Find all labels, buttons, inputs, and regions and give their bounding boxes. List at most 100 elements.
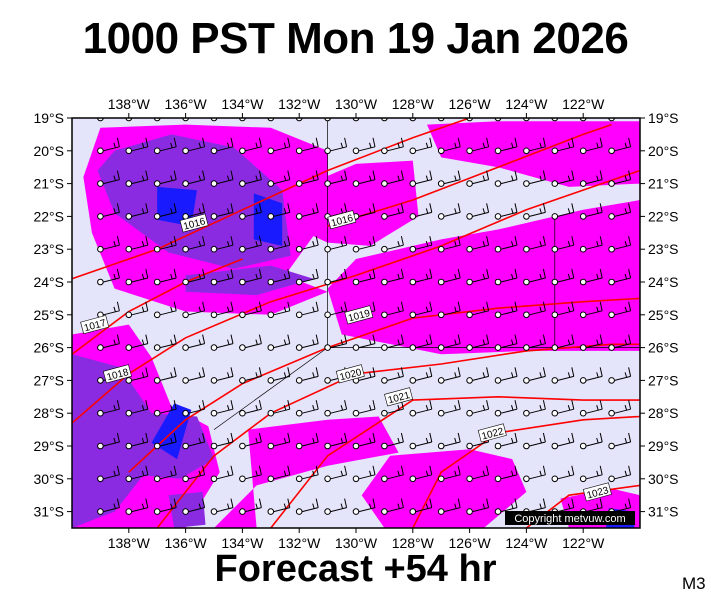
wind-barb-feather [454,273,457,280]
wind-barb-feather [287,400,291,410]
wind-barb-feather [255,372,258,378]
wind-barb-station [523,245,530,253]
wind-barb-feather [230,301,234,311]
wind-barb-station [210,344,218,351]
wind-barb-staff [472,343,489,349]
wind-barb [125,137,149,155]
wind-barb-feather [571,367,575,377]
wind-barb-feather [113,208,116,214]
wind-barb [153,498,177,515]
wind-barb-feather [173,203,177,213]
wind-barb-station [523,311,530,319]
wind-barb [182,334,206,351]
wind-barb [267,236,291,253]
wind-barb-feather [457,498,461,508]
wind-barb-staff [557,507,574,513]
wind-barb-station [381,180,388,187]
wind-barb-staff [160,244,177,250]
wind-barb [579,137,603,155]
wind-barb-station [551,180,559,187]
wind-barb-feather [145,170,149,180]
wind-barb-staff [387,211,404,217]
wind-barb-feather [340,306,344,312]
wind-barb-feather [230,400,234,410]
isobar-line [270,395,640,528]
wind-barb-feather [116,432,120,443]
wind-barb-station [239,377,246,384]
wind-barb [267,465,291,483]
wind-barb [352,170,376,187]
wind-barb-station [579,180,587,187]
wind-barb-staff [188,146,205,152]
x-tick-label-bottom: 138°W [108,535,151,551]
wind-barb-station [352,147,360,155]
wind-barb-feather [599,334,603,344]
wind-barb-feather [141,208,145,214]
y-tick-label-left: 24°S [33,274,64,290]
wind-barb-staff [500,343,518,349]
wind-barb [466,367,490,384]
wind-barb-feather [457,367,461,377]
isobar-line [128,297,640,473]
wind-barb [324,465,348,483]
wind-barb-staff [415,179,432,185]
wind-barb-station [267,344,275,351]
wind-barb-feather [397,208,400,214]
wind-barb [608,170,632,187]
wind-barb-feather [230,465,234,475]
wind-barb-feather [344,334,348,344]
wind-barb-station [523,278,530,286]
wind-barb-feather [340,437,344,444]
wind-barb-station [551,377,559,384]
wind-barb-feather [198,306,202,312]
wind-barb-station [153,377,161,384]
wind-barb-staff [131,211,148,217]
wind-barb-feather [255,175,258,181]
wind-barb-feather [624,437,628,444]
wind-barb-feather [258,465,262,475]
wind-barb-staff [387,474,404,480]
wind-barb-feather [628,334,632,344]
wind-barb-staff [188,343,205,349]
wind-barb-feather [429,498,433,508]
wind-barb [523,465,546,483]
wind-barb-feather [397,241,400,247]
wind-barb-staff [330,310,347,316]
wind-barb-station [352,442,360,450]
y-tick-label-left: 20°S [33,143,64,159]
x-tick-label-top: 134°W [221,96,264,112]
x-tick-label-top: 124°W [505,96,548,112]
wind-barb-feather [141,339,145,345]
wind-barb [295,137,319,155]
wind-barb [182,400,206,417]
wind-barb-staff [415,277,432,283]
wind-barb [523,170,546,187]
wind-barb [409,170,433,187]
wind-barb-staff [131,474,148,480]
wind-barb-staff [614,146,631,152]
wind-barb-feather [482,208,486,214]
isobar-label-box [179,213,209,233]
wind-barb-station [125,245,133,253]
wind-barb-station [153,344,161,351]
wind-barb-feather [230,268,234,279]
rain-area-medium [185,265,314,296]
wind-barb [153,465,177,483]
wind-barb-feather [372,203,376,213]
wind-barb-feather [315,400,319,410]
wind-barb-station [267,180,275,187]
wind-barb-station [466,344,473,351]
wind-barb-feather [255,470,258,476]
wind-barb [210,465,234,483]
wind-barb-feather [454,241,457,247]
grid-line [213,347,328,430]
wind-barb [551,432,575,450]
wind-barb-feather [283,306,287,312]
wind-barb-feather [312,175,315,181]
wind-barb-feather [312,339,315,345]
wind-barb-station [551,311,559,319]
wind-barb-feather [344,236,348,246]
wind-barb [295,268,319,286]
wind-barb-station [608,245,615,253]
wind-barb-feather [344,498,348,508]
